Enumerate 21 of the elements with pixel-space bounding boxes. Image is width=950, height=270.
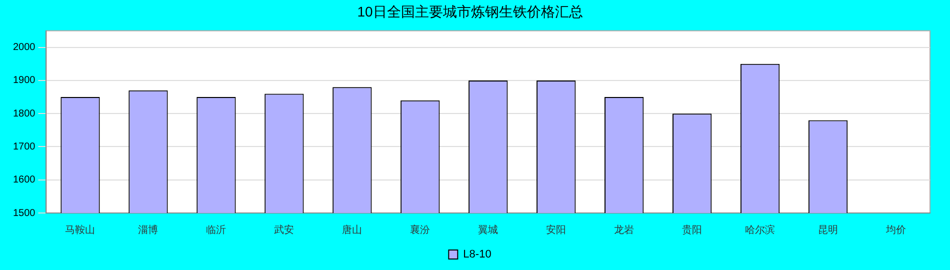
x-tick-label: 马鞍山: [65, 224, 96, 236]
x-tick-label: 襄汾: [410, 224, 430, 236]
x-tick-label: 哈尔滨: [745, 224, 776, 236]
y-tick-label: 1700: [12, 141, 36, 152]
y-tick-label: 1800: [12, 108, 36, 120]
y-tick-label: 1900: [12, 75, 36, 86]
x-tick-label: 昆明: [818, 224, 838, 236]
x-tick-label: 龙岩: [614, 224, 634, 236]
x-tick-label: 安阳: [546, 224, 566, 236]
legend-label: L8-10: [463, 248, 492, 261]
x-tick-label: 武安: [274, 224, 294, 236]
x-tick-label: 唐山: [342, 224, 362, 236]
x-tick-label: 均价: [885, 224, 906, 236]
y-tick-label: 1600: [12, 174, 36, 186]
y-tick-label: 2000: [12, 42, 36, 54]
x-tick-label: 淄博: [138, 224, 158, 236]
y-tick-label: 1500: [12, 208, 36, 219]
x-tick-label: 贵阳: [682, 224, 702, 236]
x-tick-label: 翼城: [478, 224, 498, 236]
x-tick-label: 临沂: [206, 224, 226, 236]
chart-title: 10日全国主要城市炼钢生铁价格汇总: [357, 3, 583, 20]
